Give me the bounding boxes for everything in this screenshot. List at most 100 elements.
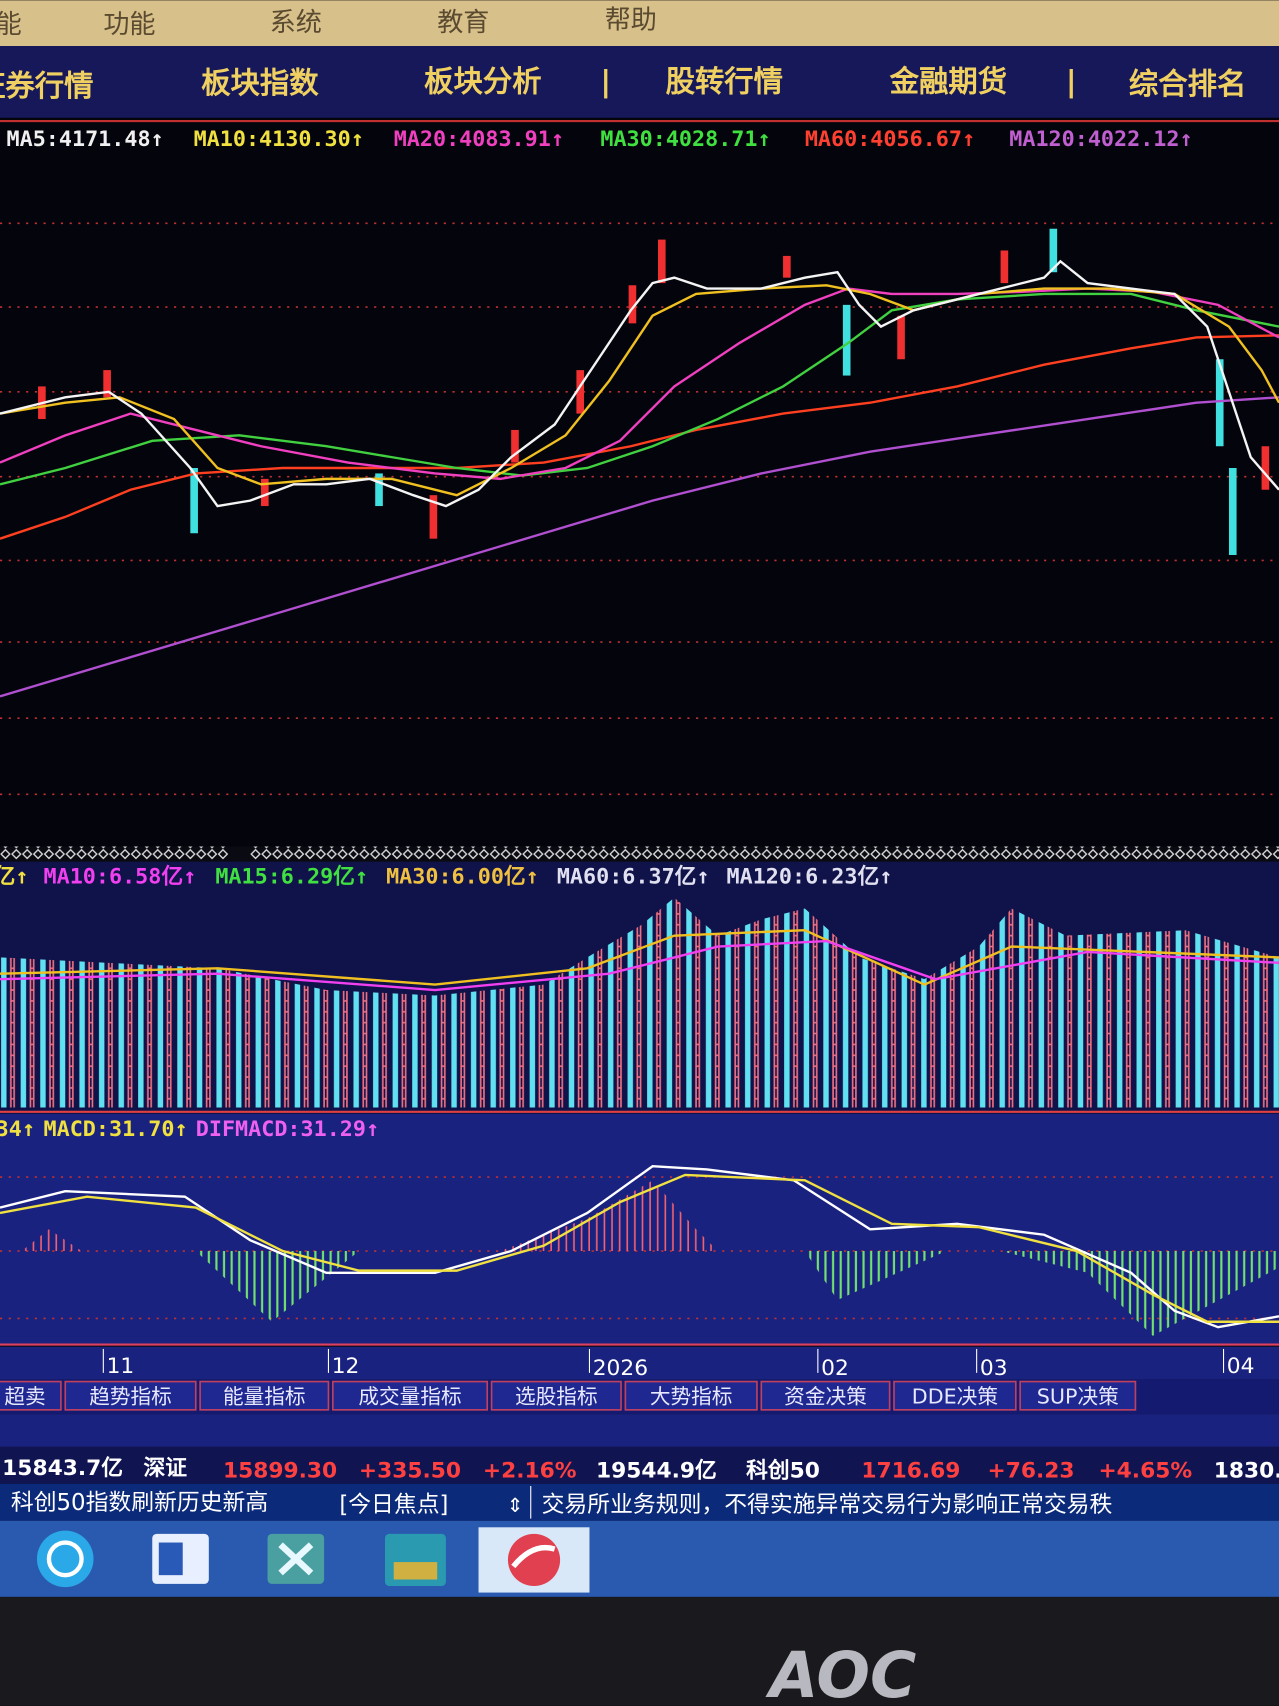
status-item: +76.23 bbox=[988, 1458, 1075, 1483]
candle bbox=[261, 478, 269, 507]
icon-glyph bbox=[278, 1542, 314, 1576]
ma-label: MA120:4022.12↑ bbox=[1009, 127, 1192, 152]
tab-label[interactable]: 选股指标 bbox=[515, 1384, 598, 1408]
dea-line bbox=[0, 1173, 1279, 1323]
nav-item[interactable]: 板块分析 bbox=[424, 65, 541, 99]
ticker-bar bbox=[0, 1483, 1279, 1521]
tab[interactable] bbox=[490, 1380, 622, 1411]
date-labels: 11 12 2026 02 03 04 bbox=[102, 1348, 1254, 1381]
candle bbox=[1049, 228, 1058, 273]
tab-label[interactable]: SUP决策 bbox=[1037, 1384, 1119, 1408]
tab[interactable] bbox=[199, 1380, 330, 1411]
vol-ma-label: MA120:6.23亿↑ bbox=[727, 864, 893, 889]
vol-ma-line bbox=[0, 929, 1279, 986]
tab[interactable] bbox=[624, 1380, 758, 1411]
nav-item[interactable]: 综合排名 bbox=[1129, 67, 1246, 101]
candle bbox=[1261, 446, 1270, 490]
nav-item[interactable]: 证券行情 bbox=[0, 69, 94, 103]
tab[interactable] bbox=[64, 1380, 197, 1411]
tab-label[interactable]: 超卖 bbox=[4, 1384, 45, 1408]
nav-separator: | bbox=[1066, 65, 1077, 100]
tab[interactable] bbox=[331, 1380, 489, 1411]
app-icon[interactable] bbox=[36, 1530, 94, 1588]
tab-label[interactable]: 趋势指标 bbox=[89, 1384, 172, 1408]
menu-item[interactable]: 帮助 bbox=[605, 6, 657, 36]
spacer bbox=[0, 1414, 1279, 1447]
vol-ma-line bbox=[0, 939, 1279, 992]
macd-label: 34↑ bbox=[0, 1117, 35, 1142]
candle bbox=[511, 429, 519, 463]
divider bbox=[250, 846, 1279, 860]
nav-separator: | bbox=[600, 65, 611, 100]
ma120-line bbox=[0, 396, 1279, 698]
candle bbox=[1228, 467, 1237, 556]
candle bbox=[783, 255, 791, 278]
icon-glyph bbox=[393, 1562, 438, 1580]
date-label: 2026 bbox=[593, 1356, 648, 1381]
macd-hist-up bbox=[500, 1180, 718, 1252]
status-item: 深证 bbox=[144, 1456, 188, 1481]
menu-item[interactable]: 能 bbox=[0, 10, 22, 40]
volume-bars bbox=[0, 897, 1279, 1108]
candle bbox=[842, 304, 851, 376]
tab-label[interactable]: 成交量指标 bbox=[358, 1384, 461, 1408]
candle bbox=[657, 239, 666, 284]
status-item: +335.50 bbox=[359, 1458, 461, 1483]
macd-label: MACD:31.70↑ bbox=[44, 1117, 188, 1142]
icon-glyph bbox=[46, 1540, 84, 1578]
taskbar bbox=[0, 1520, 1279, 1597]
candle bbox=[103, 370, 111, 398]
candle bbox=[1000, 250, 1009, 284]
tab-label[interactable]: 能量指标 bbox=[223, 1384, 306, 1408]
nav-item[interactable]: 股转行情 bbox=[666, 65, 783, 99]
tab[interactable] bbox=[760, 1380, 891, 1411]
ticker-item[interactable]: 科创50指数刷新历史新高 bbox=[11, 1490, 268, 1516]
ma10-line bbox=[0, 284, 1279, 497]
icon-glyph bbox=[158, 1542, 183, 1576]
divider bbox=[0, 846, 229, 860]
tab-label[interactable]: DDE决策 bbox=[912, 1384, 998, 1408]
candle bbox=[1215, 359, 1224, 447]
status-item: 科创50 bbox=[746, 1458, 820, 1483]
taskbar-icons bbox=[36, 1527, 590, 1593]
vol-ma-label: MA30:6.00亿↑ bbox=[386, 864, 539, 889]
tab-label[interactable]: 资金决策 bbox=[784, 1384, 867, 1408]
macd-hist-down bbox=[1000, 1251, 1279, 1336]
ticker-item[interactable]: [今日焦点] bbox=[339, 1492, 448, 1518]
monitor-bezel bbox=[0, 1596, 1279, 1706]
ma30-line bbox=[0, 292, 1279, 486]
ma5-line bbox=[0, 259, 1279, 508]
macd-hist-up bbox=[21, 1229, 82, 1252]
candle bbox=[190, 467, 198, 534]
date-label: 02 bbox=[821, 1356, 849, 1381]
ma-label: MA30:4028.71↑ bbox=[600, 127, 770, 152]
tabs: 超卖 趋势指标 能量指标 成交量指标 选股指标 大势指标 资金决策 DDE决策 SUP决策 bbox=[0, 1380, 1137, 1411]
status-item: 19544.9亿 bbox=[596, 1458, 717, 1483]
nav-item[interactable]: 金融期货 bbox=[889, 65, 1007, 99]
tab-label[interactable]: 大势指标 bbox=[650, 1384, 733, 1408]
ma60-line bbox=[0, 334, 1279, 540]
icon-glyph bbox=[511, 1544, 556, 1569]
ma-label: MA20:4083.91↑ bbox=[394, 127, 564, 152]
vol-ma-label: MA60:6.37亿↑ bbox=[557, 864, 710, 889]
menu-item[interactable]: 功能 bbox=[103, 10, 155, 40]
dif-line bbox=[0, 1165, 1279, 1329]
tab[interactable] bbox=[893, 1380, 1017, 1411]
status-item: 1830. bbox=[1214, 1458, 1279, 1483]
menu-item[interactable]: 教育 bbox=[437, 8, 489, 38]
price-panel bbox=[0, 117, 1279, 847]
candle bbox=[375, 473, 383, 507]
brand-logo: AOC bbox=[764, 1638, 916, 1706]
menu-item[interactable]: 系统 bbox=[270, 8, 322, 38]
tab[interactable] bbox=[1019, 1380, 1137, 1411]
date-label: 12 bbox=[332, 1354, 360, 1379]
status-item: 15843.7亿 bbox=[2, 1456, 123, 1481]
nav-item[interactable]: 板块指数 bbox=[201, 66, 319, 100]
candle bbox=[429, 495, 438, 539]
ticker-arrows[interactable]: ⇕ bbox=[507, 1494, 523, 1517]
tab[interactable] bbox=[0, 1380, 62, 1411]
ticker-item: 交易所业务规则，不得实施异常交易行为影响正常交易秩 bbox=[542, 1492, 1113, 1518]
